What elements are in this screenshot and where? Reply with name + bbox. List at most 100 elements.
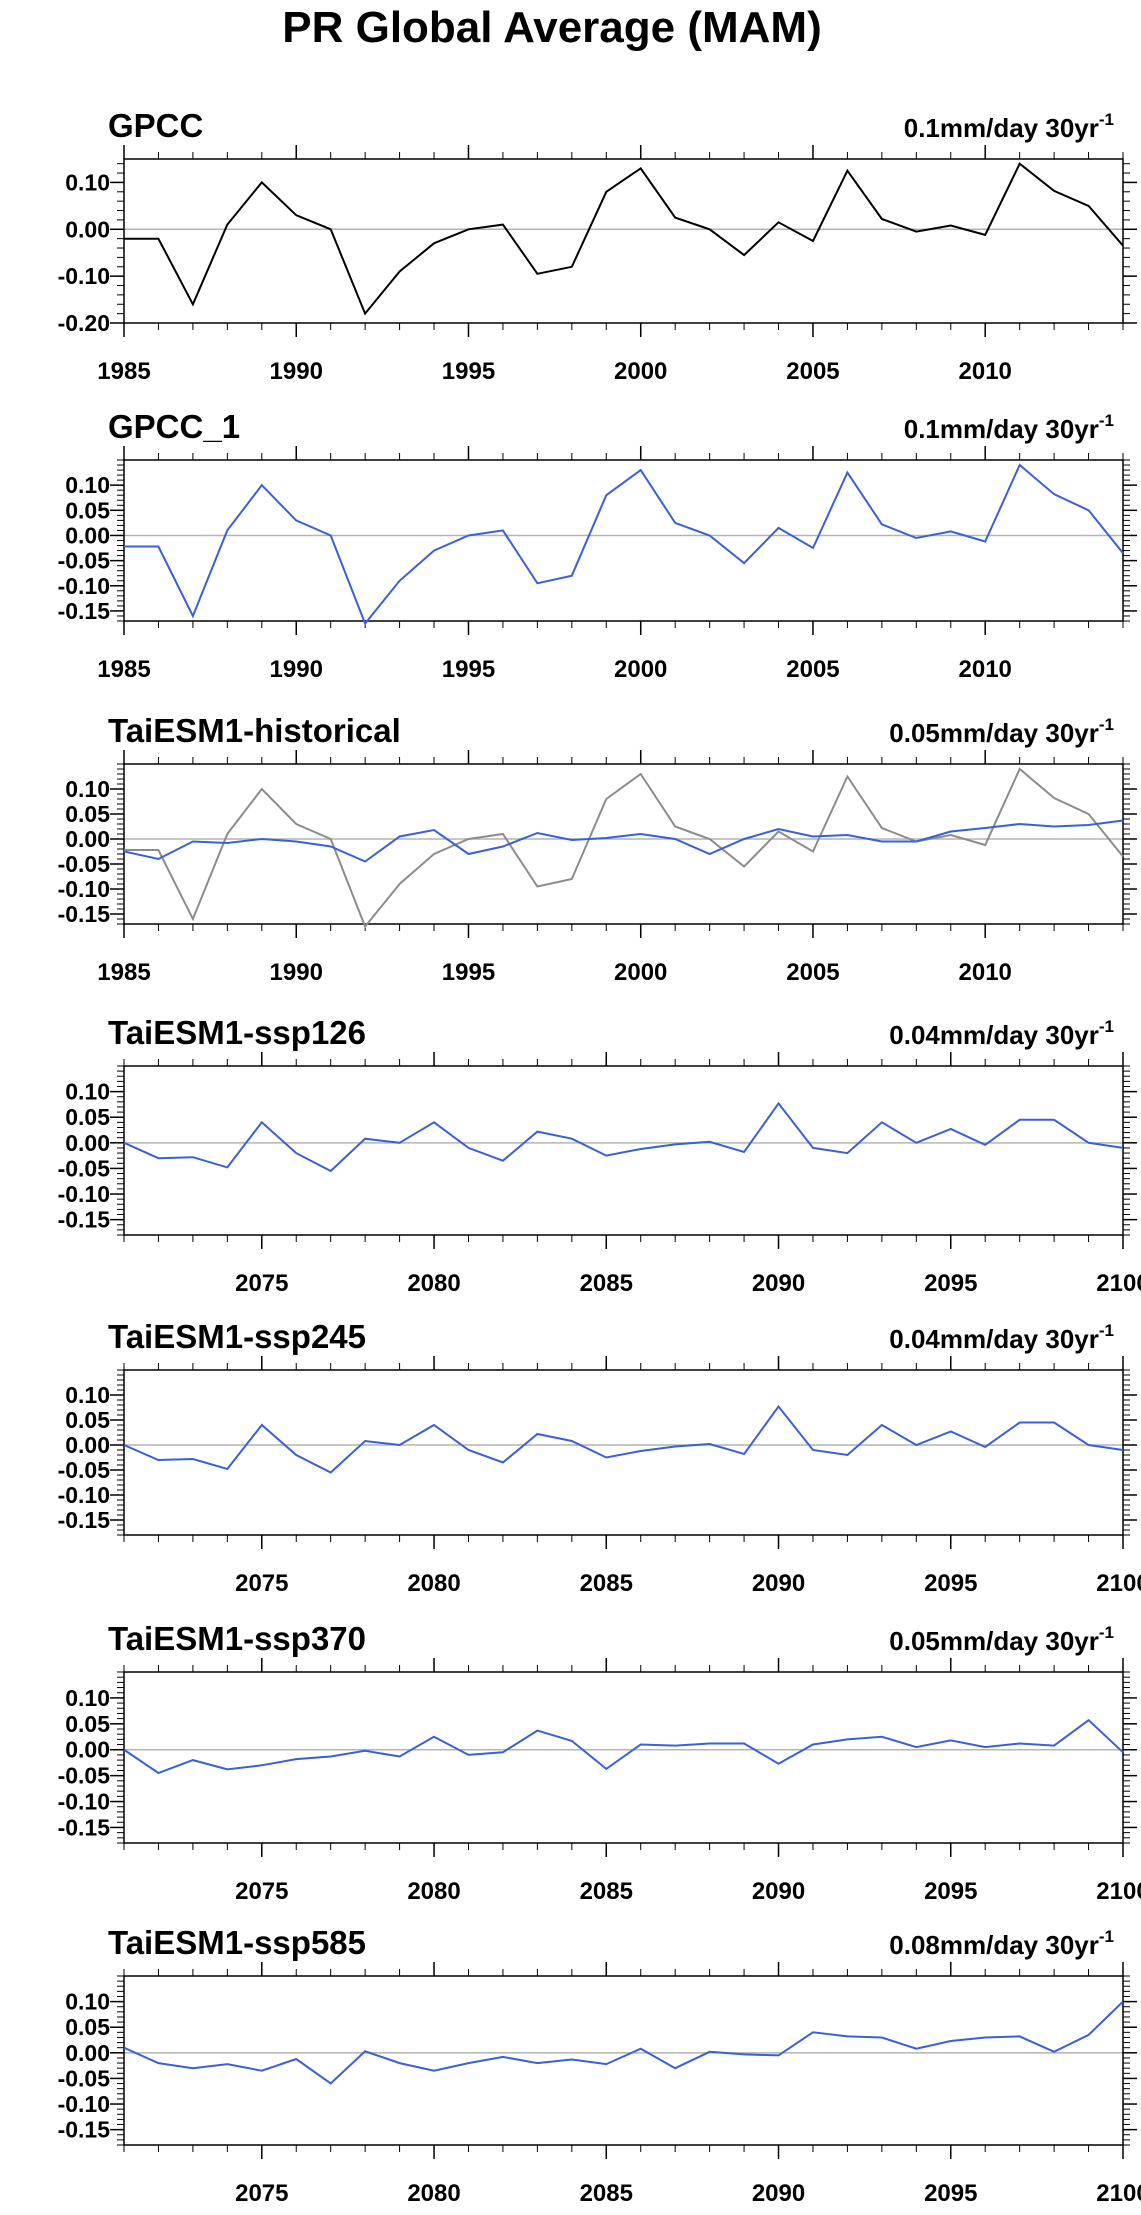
y-tick-label: 0.10 bbox=[65, 472, 110, 498]
y-tick-label: -0.10 bbox=[58, 263, 110, 289]
x-tick-label: 1990 bbox=[270, 656, 323, 683]
annotation-superscript: -1 bbox=[1099, 1321, 1114, 1340]
panel-4: TaiESM1-ssp126 0.04mm/day 30yr-1 -0.15-0.1… bbox=[58, 1014, 1141, 1297]
panel-3: TaiESM1-historical 0.05mm/day 30yr-1 -0.15… bbox=[58, 712, 1137, 986]
annotation-text: 0.04mm/day 30yr bbox=[889, 1324, 1099, 1354]
series-line-2 bbox=[123, 819, 1124, 863]
y-tick-label: -0.10 bbox=[58, 2091, 110, 2117]
plot-frame bbox=[123, 1065, 1124, 1236]
x-tick-label: 2095 bbox=[924, 1878, 977, 1905]
y-tick-label: -0.10 bbox=[58, 876, 110, 902]
series-line-1 bbox=[123, 2000, 1124, 2085]
x-tick-label: 2080 bbox=[407, 1270, 460, 1297]
plot-frame bbox=[123, 158, 1124, 324]
y-tick-label: -0.20 bbox=[58, 310, 110, 336]
x-tick-label: 2000 bbox=[614, 358, 667, 385]
x-tick-label: 2000 bbox=[614, 959, 667, 986]
y-tick-label: -0.15 bbox=[58, 1814, 111, 1840]
y-tick-label: -0.15 bbox=[58, 901, 111, 927]
series-line-1 bbox=[124, 463, 1124, 626]
y-tick-label: -0.15 bbox=[58, 1207, 111, 1233]
x-tick-label: 1990 bbox=[270, 959, 323, 986]
panels: GPCC 0.1mm/day 30yr-1-0.20-0.100.000.1019… bbox=[58, 107, 1141, 2207]
panel-title: GPCC_1 bbox=[108, 408, 240, 445]
panel-annotation: 0.05mm/day 30yr-1 bbox=[889, 715, 1114, 748]
panel-annotation: 0.1mm/day 30yr-1 bbox=[904, 411, 1114, 444]
y-tick-label: 0.00 bbox=[65, 1130, 110, 1156]
x-tick-label: 1995 bbox=[442, 656, 495, 683]
y-tick-label: -0.05 bbox=[58, 2065, 111, 2091]
annotation-text: 0.05mm/day 30yr bbox=[889, 1626, 1099, 1656]
y-tick-label: -0.15 bbox=[58, 1507, 111, 1533]
x-tick-label: 2085 bbox=[580, 1878, 633, 1905]
series-line-1 bbox=[124, 162, 1124, 316]
x-tick-label: 1995 bbox=[442, 358, 495, 385]
panel-annotation: 0.04mm/day 30yr-1 bbox=[889, 1321, 1114, 1354]
panel-title: TaiESM1-ssp370 bbox=[108, 1620, 366, 1657]
annotation-superscript: -1 bbox=[1099, 110, 1114, 129]
plot-frame bbox=[123, 763, 1124, 925]
x-tick-label: 2090 bbox=[752, 1878, 805, 1905]
annotation-superscript: -1 bbox=[1099, 1017, 1114, 1036]
annotation-text: 0.1mm/day 30yr bbox=[904, 414, 1099, 444]
series-line-1 bbox=[124, 767, 1124, 929]
y-tick-label: -0.05 bbox=[58, 1457, 111, 1483]
annotation-text: 0.1mm/day 30yr bbox=[904, 113, 1099, 143]
y-tick-label: 0.00 bbox=[65, 2040, 110, 2066]
x-tick-label: 2100 bbox=[1096, 1570, 1141, 1597]
x-tick-label: 2075 bbox=[235, 1270, 288, 1297]
series-line-1 bbox=[123, 1404, 1124, 1474]
x-tick-label: 2000 bbox=[614, 656, 667, 683]
y-tick-label: 0.05 bbox=[65, 1407, 110, 1433]
x-tick-label: 2095 bbox=[924, 1270, 977, 1297]
y-tick-label: 0.00 bbox=[65, 522, 110, 548]
y-tick-label: -0.10 bbox=[58, 1789, 110, 1815]
y-tick-label: -0.05 bbox=[58, 1763, 111, 1789]
y-tick-label: 0.10 bbox=[65, 169, 110, 195]
panel-5: TaiESM1-ssp245 0.04mm/day 30yr-1 -0.15-0.1… bbox=[58, 1318, 1141, 1597]
x-tick-label: 1990 bbox=[270, 358, 323, 385]
annotation-superscript: -1 bbox=[1099, 411, 1114, 430]
x-tick-label: 2100 bbox=[1096, 2180, 1141, 2207]
y-tick-label: 0.05 bbox=[65, 1104, 110, 1130]
panel-annotation: 0.04mm/day 30yr-1 bbox=[889, 1017, 1114, 1050]
y-tick-label: 0.10 bbox=[65, 1382, 110, 1408]
y-tick-label: -0.15 bbox=[58, 598, 111, 624]
x-tick-label: 2095 bbox=[924, 1570, 977, 1597]
plot-frame bbox=[123, 1975, 1124, 2146]
x-tick-label: 2085 bbox=[580, 1270, 633, 1297]
y-tick-label: 0.10 bbox=[65, 1989, 110, 2015]
x-tick-label: 2080 bbox=[407, 2180, 460, 2207]
panel-annotation: 0.05mm/day 30yr-1 bbox=[889, 1623, 1114, 1656]
annotation-superscript: -1 bbox=[1099, 1927, 1114, 1946]
panel-annotation: 0.1mm/day 30yr-1 bbox=[904, 110, 1114, 143]
x-tick-label: 2080 bbox=[407, 1878, 460, 1905]
panel-title: TaiESM1-ssp245 bbox=[108, 1318, 366, 1355]
x-tick-label: 1985 bbox=[97, 358, 150, 385]
y-tick-label: -0.10 bbox=[58, 573, 110, 599]
x-tick-label: 2090 bbox=[752, 1570, 805, 1597]
x-tick-label: 2100 bbox=[1096, 1270, 1141, 1297]
y-tick-label: -0.05 bbox=[58, 1155, 111, 1181]
x-tick-label: 2075 bbox=[235, 1878, 288, 1905]
plot-frame bbox=[123, 1671, 1124, 1844]
figure-title: PR Global Average (MAM) bbox=[282, 3, 821, 52]
y-tick-label: 0.00 bbox=[65, 1432, 110, 1458]
x-tick-label: 2090 bbox=[752, 1270, 805, 1297]
panel-title: GPCC bbox=[108, 107, 203, 144]
x-tick-label: 2080 bbox=[407, 1570, 460, 1597]
y-tick-label: 0.05 bbox=[65, 1711, 110, 1737]
y-tick-label: -0.10 bbox=[58, 1181, 110, 1207]
panel-title: TaiESM1-historical bbox=[108, 712, 401, 749]
y-tick-label: 0.00 bbox=[65, 216, 110, 242]
x-tick-label: 2010 bbox=[959, 959, 1012, 986]
panel-annotation: 0.08mm/day 30yr-1 bbox=[889, 1927, 1114, 1960]
y-tick-label: 0.05 bbox=[65, 801, 110, 827]
plot-frame bbox=[123, 1369, 1124, 1536]
y-tick-label: -0.05 bbox=[58, 548, 111, 574]
y-tick-label: 0.10 bbox=[65, 1079, 110, 1105]
y-tick-label: 0.10 bbox=[65, 1685, 110, 1711]
y-tick-label: 0.05 bbox=[65, 2014, 110, 2040]
panel-title: TaiESM1-ssp585 bbox=[108, 1924, 366, 1961]
